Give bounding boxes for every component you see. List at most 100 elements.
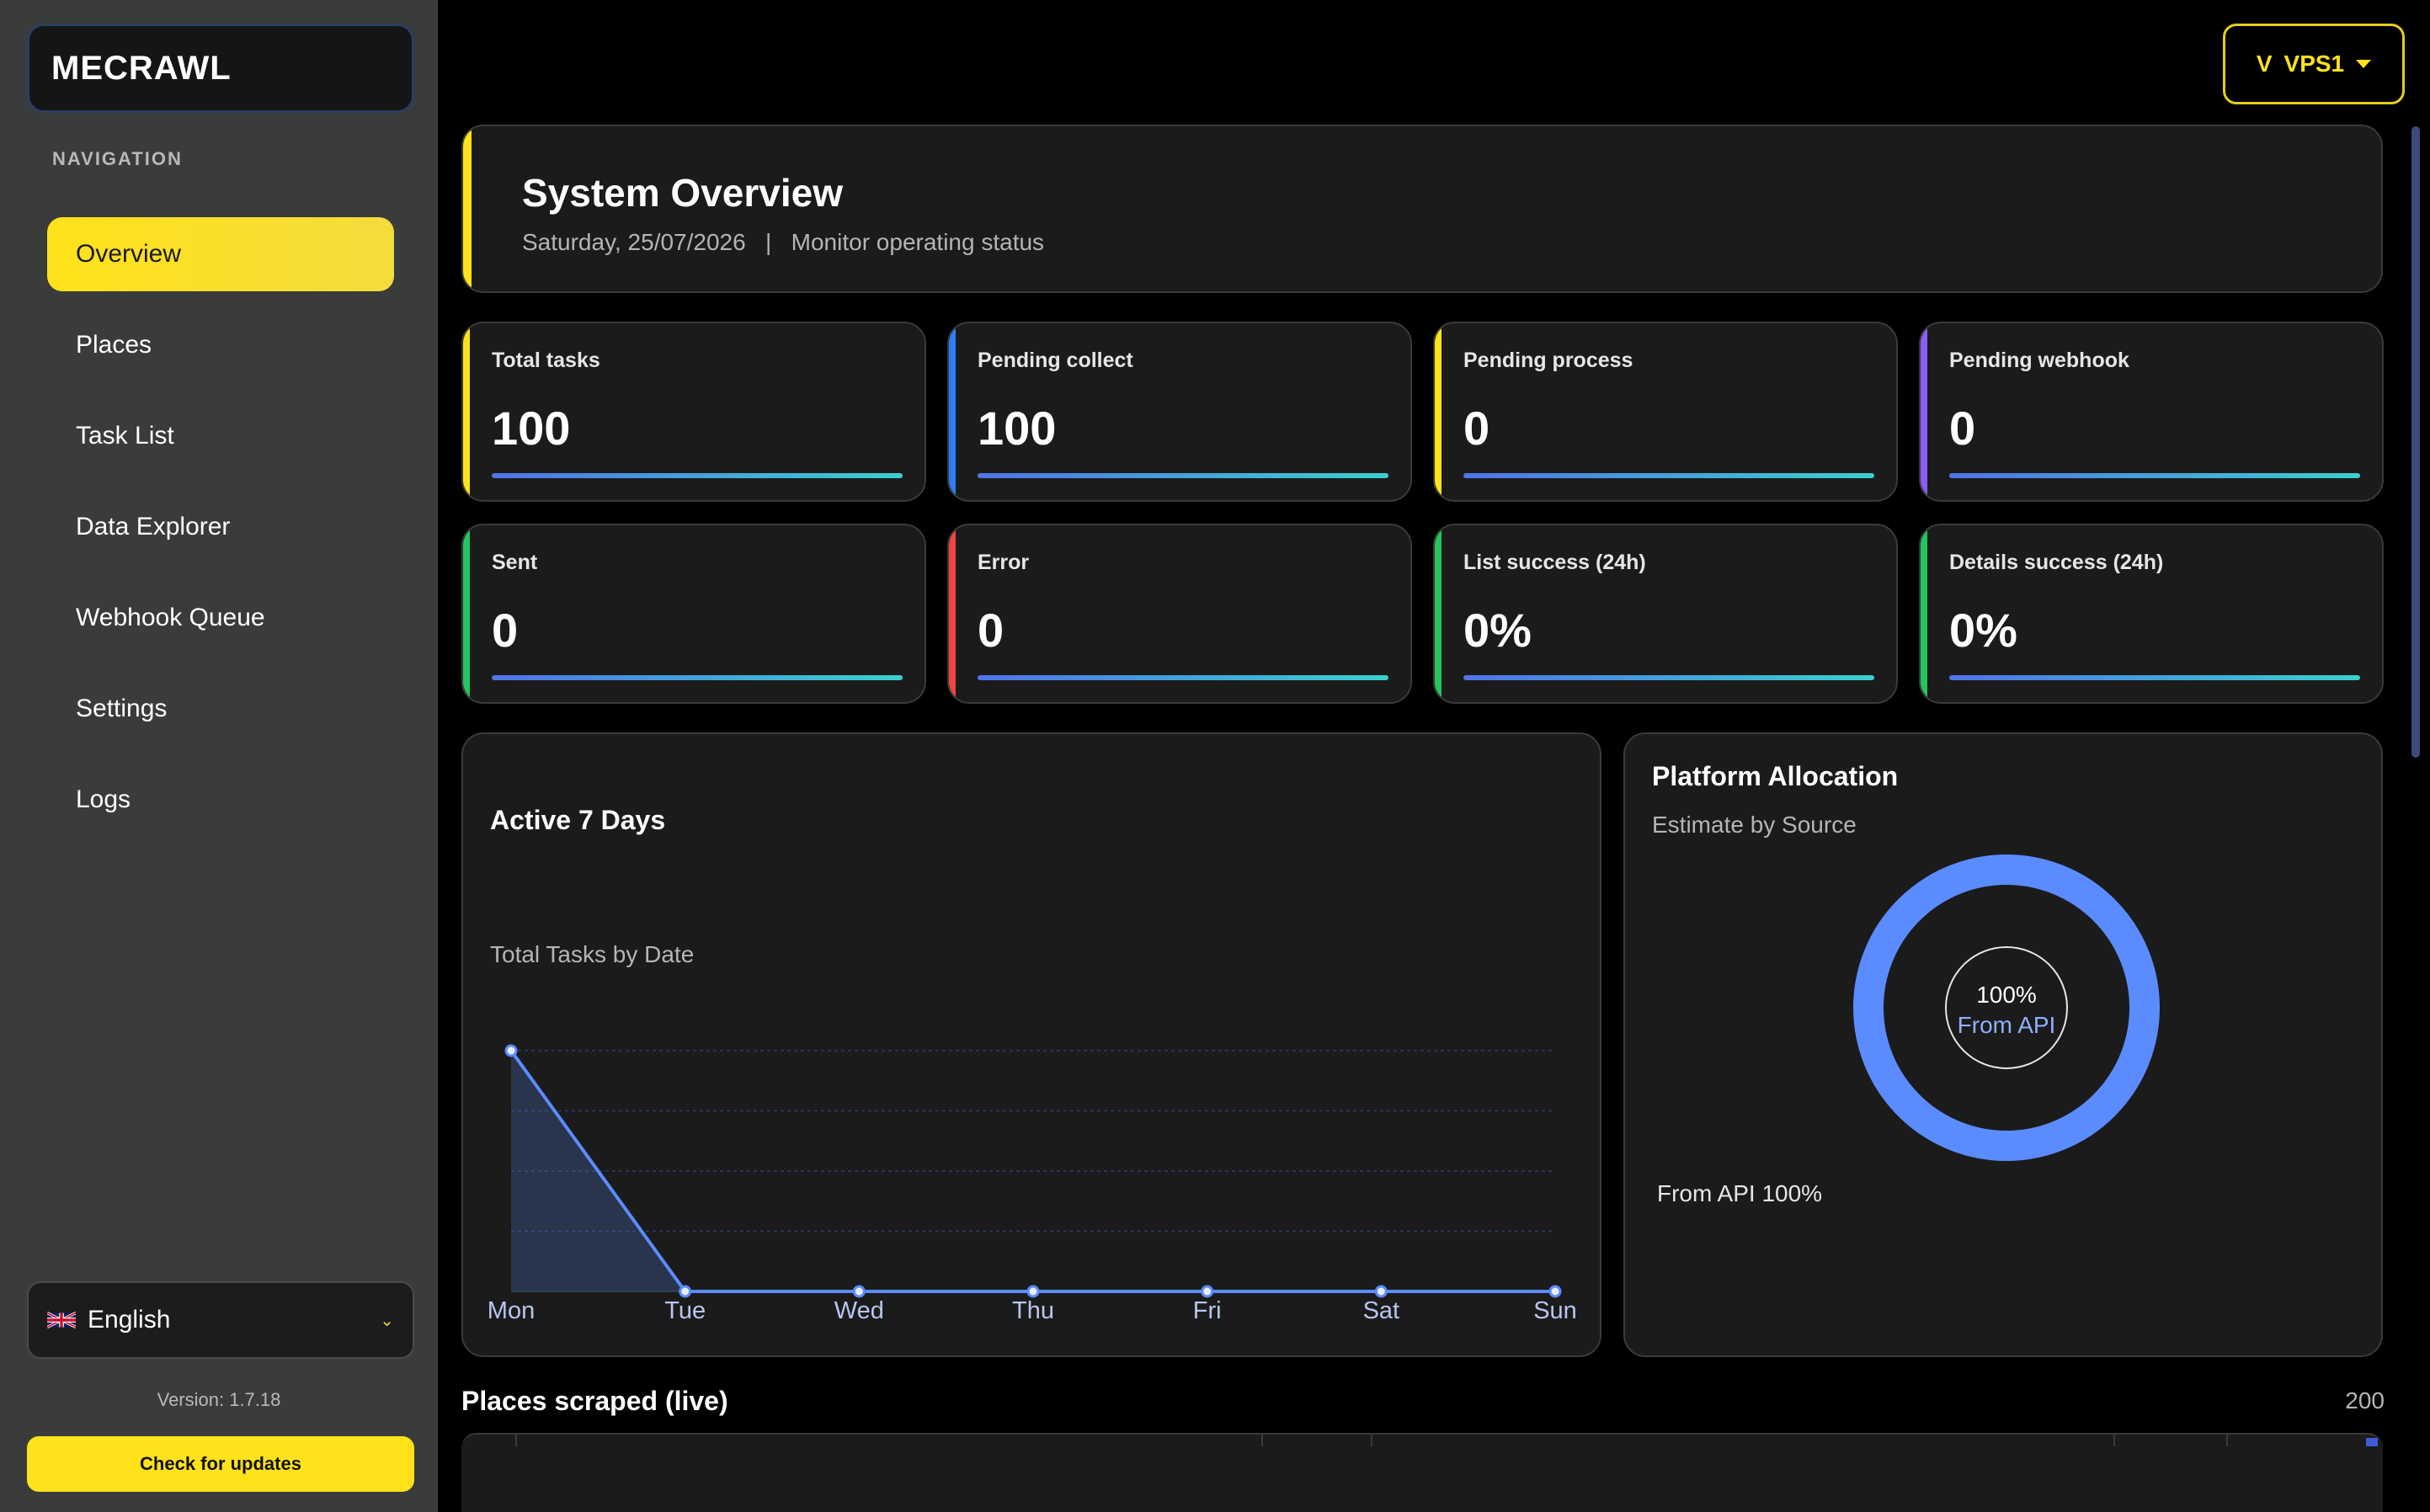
line-chart: Mon Tue Wed Thu Fri Sat Sun bbox=[488, 1044, 1577, 1324]
stat-card-error: Error 0 bbox=[947, 524, 1412, 704]
sidebar: MECRAWL NAVIGATION Overview Places Task … bbox=[0, 0, 438, 1512]
stat-bar bbox=[1949, 675, 2360, 680]
stat-card-total-tasks: Total tasks 100 bbox=[461, 322, 926, 502]
nav-list: Overview Places Task List Data Explorer … bbox=[47, 217, 394, 854]
sidebar-item-overview[interactable]: Overview bbox=[47, 217, 394, 291]
stat-label: Pending webhook bbox=[1949, 349, 2129, 372]
table-column-divider bbox=[515, 1435, 517, 1446]
sidebar-item-places[interactable]: Places bbox=[76, 331, 152, 359]
check-updates-button[interactable]: Check for updates bbox=[27, 1436, 414, 1492]
stat-card-pending-collect: Pending collect 100 bbox=[947, 322, 1412, 502]
donut-slice bbox=[1853, 854, 2160, 1161]
table-column-divider bbox=[2226, 1435, 2228, 1446]
server-value: VPS1 bbox=[2283, 51, 2345, 77]
stat-card-sent: Sent 0 bbox=[461, 524, 926, 704]
table-column-divider bbox=[1371, 1435, 1372, 1446]
stat-accent bbox=[949, 323, 956, 500]
stat-accent bbox=[463, 525, 470, 702]
stat-bar bbox=[492, 473, 903, 478]
x-tick-label: Mon bbox=[488, 1297, 535, 1324]
stat-card-pending-webhook: Pending webhook 0 bbox=[1919, 322, 2384, 502]
sidebar-item-settings[interactable]: Settings bbox=[76, 695, 168, 722]
sidebar-item-logs[interactable]: Logs bbox=[76, 785, 131, 813]
page-scrollbar[interactable] bbox=[2411, 126, 2420, 758]
activity-subtitle: Total Tasks by Date bbox=[490, 941, 695, 967]
overview-separator: | bbox=[765, 229, 772, 255]
table-column-divider bbox=[2113, 1435, 2115, 1446]
stat-card-pending-process: Pending process 0 bbox=[1433, 322, 1898, 502]
stat-accent bbox=[1921, 525, 1927, 702]
places-count: 200 bbox=[2345, 1387, 2385, 1414]
activity-title: Active 7 Days bbox=[490, 805, 666, 835]
sidebar-item-data-explorer[interactable]: Data Explorer bbox=[76, 513, 231, 540]
chevron-down-icon: ⌄ bbox=[380, 1311, 394, 1330]
data-point bbox=[1201, 1285, 1214, 1298]
page-title: System Overview bbox=[522, 171, 844, 215]
app-brand: MECRAWL bbox=[27, 24, 414, 113]
stat-value: 100 bbox=[492, 402, 571, 455]
x-tick-label: Sat bbox=[1363, 1297, 1400, 1324]
data-point bbox=[1548, 1285, 1562, 1298]
table-scrollbar[interactable] bbox=[2366, 1438, 2378, 1446]
stat-value: 0% bbox=[1463, 604, 1532, 657]
activity-chart-panel: Active 7 Days Total Tasks by Date Mon Tue… bbox=[461, 732, 1601, 1357]
overview-status-text: Monitor operating status bbox=[791, 229, 1045, 255]
allocation-panel: Platform Allocation Estimate by Source 1… bbox=[1623, 732, 2383, 1357]
stat-label: List success (24h) bbox=[1463, 551, 1646, 574]
x-tick-label: Sun bbox=[1533, 1297, 1577, 1324]
stat-accent bbox=[949, 525, 956, 702]
donut-center-percent: 100% bbox=[1976, 982, 2037, 1008]
stat-value: 0 bbox=[1949, 402, 1976, 455]
x-tick-label: Wed bbox=[834, 1297, 884, 1324]
server-selector[interactable]: V VPS1 bbox=[2223, 24, 2405, 104]
allocation-legend: From API 100% bbox=[1657, 1180, 1823, 1206]
stat-card-list-success: List success (24h) 0% bbox=[1433, 524, 1898, 704]
stat-accent bbox=[1921, 323, 1927, 500]
overview-subtitle: Saturday, 25/07/2026 | Monitor operating… bbox=[522, 229, 1044, 256]
stat-accent bbox=[463, 323, 470, 500]
series-area bbox=[511, 1051, 1555, 1291]
stat-value: 0 bbox=[492, 604, 519, 657]
table-column-divider bbox=[1261, 1435, 1263, 1446]
stat-label: Pending process bbox=[1463, 349, 1633, 372]
stat-label: Sent bbox=[492, 551, 538, 574]
allocation-title: Platform Allocation bbox=[1652, 761, 1899, 791]
allocation-subtitle: Estimate by Source bbox=[1652, 812, 1857, 838]
donut-chart: 100% From API bbox=[1853, 854, 2160, 1161]
stat-card-details-success: Details success (24h) 0% bbox=[1919, 524, 2384, 704]
overview-accent bbox=[463, 126, 472, 291]
data-point bbox=[1374, 1285, 1388, 1298]
stat-label: Details success (24h) bbox=[1949, 551, 2164, 574]
stat-label: Pending collect bbox=[978, 349, 1133, 372]
overview-header: System Overview Saturday, 25/07/2026 | M… bbox=[461, 125, 2383, 293]
x-tick-label: Thu bbox=[1012, 1297, 1054, 1324]
stat-accent bbox=[1435, 323, 1441, 500]
stat-bar bbox=[1463, 473, 1874, 478]
x-tick-label: Fri bbox=[1193, 1297, 1222, 1324]
uk-flag-icon bbox=[47, 1311, 76, 1329]
sidebar-item-task-list[interactable]: Task List bbox=[76, 422, 174, 450]
data-point bbox=[679, 1285, 692, 1298]
language-select[interactable]: English ⌄ bbox=[27, 1281, 414, 1359]
server-prefix: V bbox=[2256, 51, 2273, 77]
stat-label: Error bbox=[978, 551, 1030, 574]
places-table bbox=[461, 1433, 2383, 1512]
caret-down-icon bbox=[2356, 60, 2372, 68]
stat-value: 0 bbox=[1463, 402, 1490, 455]
data-point bbox=[504, 1044, 518, 1057]
nav-heading: NAVIGATION bbox=[52, 148, 183, 169]
stat-bar bbox=[1463, 675, 1874, 680]
stat-bar bbox=[978, 473, 1388, 478]
stat-bar bbox=[492, 675, 903, 680]
stat-value: 0% bbox=[1949, 604, 2017, 657]
stat-bar bbox=[1949, 473, 2360, 478]
stat-value: 100 bbox=[978, 402, 1057, 455]
stat-value: 0 bbox=[978, 604, 1005, 657]
overview-date: Saturday, 25/07/2026 bbox=[522, 229, 746, 255]
stat-accent bbox=[1435, 525, 1441, 702]
data-point bbox=[852, 1285, 866, 1298]
stat-label: Total tasks bbox=[492, 349, 600, 372]
x-tick-label: Tue bbox=[664, 1297, 706, 1324]
sidebar-item-webhook-queue[interactable]: Webhook Queue bbox=[76, 604, 265, 631]
version-label: Version: 1.7.18 bbox=[157, 1389, 281, 1410]
